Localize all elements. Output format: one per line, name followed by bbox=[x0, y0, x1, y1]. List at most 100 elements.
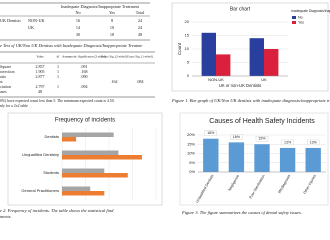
y-tick-label: 10 bbox=[185, 46, 190, 51]
chart-title: Causes of Health Safety Incidents bbox=[209, 118, 315, 125]
bar bbox=[62, 173, 128, 178]
row-label: UK bbox=[28, 25, 34, 30]
cell: 1 bbox=[57, 74, 59, 79]
bar bbox=[228, 142, 245, 172]
bar bbox=[62, 137, 77, 142]
row-label: NON-UK bbox=[28, 18, 45, 23]
bar bbox=[62, 132, 114, 137]
row-group: UK Dentists bbox=[0, 18, 21, 23]
bar bbox=[62, 191, 105, 196]
cell: 48 bbox=[38, 89, 42, 94]
bar bbox=[249, 38, 264, 76]
y-tick-label: 20 bbox=[185, 19, 190, 24]
y-tick-label: 5 bbox=[187, 60, 190, 65]
column-header: No bbox=[75, 10, 80, 15]
document: Inadequate Diagnosis/Inappropriate Treat… bbox=[0, 2, 330, 219]
y-tick-label: Dentists bbox=[45, 134, 59, 139]
note: nly for a 2x2 table bbox=[0, 104, 28, 108]
x-tick-label: NON-UK bbox=[208, 77, 224, 82]
bar bbox=[279, 147, 296, 172]
x-tick-label: UK bbox=[261, 77, 267, 82]
row-label: Square bbox=[0, 64, 11, 69]
x-axis-label: UK or non-UK Dentists bbox=[219, 83, 261, 88]
cell: 10 bbox=[110, 25, 114, 30]
chart-title: Bar chart bbox=[230, 6, 251, 12]
bar bbox=[201, 32, 216, 76]
legend-swatch bbox=[292, 21, 296, 24]
caption: e 2. Frequency of incidents. The table s… bbox=[0, 208, 114, 213]
row-label: ases bbox=[0, 89, 7, 94]
cell: 18 bbox=[110, 32, 114, 37]
bar bbox=[62, 168, 105, 173]
caption: Figure 1. Bar graph of UK/Non UK dentist… bbox=[171, 98, 330, 103]
legend-title: Inadequate Diagnosis/Inappropriate Treat… bbox=[291, 9, 330, 13]
cell: 16 bbox=[76, 18, 80, 23]
table-header: Inadequate Diagnosis/Inappropriate Treat… bbox=[61, 4, 140, 9]
caption: Figure 3. The figure summarizes the caus… bbox=[181, 210, 302, 215]
column-header: Total bbox=[136, 10, 145, 15]
page: Inadequate Diagnosis/Inappropriate Treat… bbox=[0, 2, 330, 220]
y-tick-label: 0 bbox=[187, 73, 190, 78]
row-label: atio bbox=[0, 74, 6, 79]
y-tick-label: 20% bbox=[187, 132, 195, 137]
y-tick-label: 10% bbox=[187, 151, 195, 156]
y-tick-label: General Practitioners bbox=[21, 188, 59, 193]
cell: 14 bbox=[76, 25, 81, 30]
label-box bbox=[230, 134, 243, 140]
chart-title: Frequency of incidents bbox=[55, 118, 115, 124]
cell: 1 bbox=[57, 69, 59, 74]
cell: 48 bbox=[138, 32, 142, 37]
label-box bbox=[204, 130, 217, 136]
cell: 30 bbox=[76, 32, 80, 37]
bar bbox=[62, 186, 91, 191]
bar bbox=[216, 54, 231, 76]
column-header: Exact Sig. (1-sided) bbox=[127, 55, 152, 59]
cell: 24 bbox=[138, 25, 143, 30]
bar bbox=[62, 150, 119, 155]
cell: 1 bbox=[57, 84, 59, 89]
column-header: Asymptotic Significance (2-sided) bbox=[62, 55, 106, 59]
column-header: df bbox=[57, 55, 61, 59]
cell: .090 bbox=[81, 74, 88, 79]
y-axis-label: Count bbox=[177, 42, 182, 55]
label-box bbox=[307, 139, 320, 146]
cell: 1.905 bbox=[36, 69, 45, 74]
legend-swatch bbox=[292, 16, 296, 19]
legend-label: No bbox=[298, 15, 303, 19]
cell: 2.797 bbox=[36, 84, 45, 89]
cell: 2.877 bbox=[36, 74, 45, 79]
y-tick-label: 5% bbox=[189, 160, 195, 165]
column-header: Yes bbox=[109, 10, 115, 15]
cell: .168 bbox=[81, 69, 88, 74]
value-label: 15% bbox=[258, 137, 266, 141]
cell: 24 bbox=[138, 18, 143, 23]
caption: ments. bbox=[0, 214, 12, 219]
cell: .091 bbox=[81, 64, 88, 69]
cell: .084 bbox=[137, 79, 144, 84]
row-label: ciation bbox=[0, 84, 11, 89]
y-tick-label: Students bbox=[43, 170, 59, 175]
legend-label: Yes bbox=[298, 20, 304, 24]
bar bbox=[203, 138, 219, 172]
value-label: 16% bbox=[233, 135, 241, 139]
y-tick-label: 0% bbox=[189, 169, 195, 174]
bar bbox=[254, 144, 270, 172]
value-label: 13% bbox=[310, 140, 318, 144]
y-tick-label: 15 bbox=[185, 33, 190, 38]
note: 0%) have expected count less than 5. The… bbox=[0, 99, 115, 103]
y-tick-label: 15% bbox=[187, 141, 195, 146]
label-box bbox=[255, 136, 269, 142]
cell: 2.857 bbox=[36, 64, 45, 69]
cell: 8 bbox=[111, 18, 113, 23]
column-header: Value bbox=[36, 55, 44, 59]
row-label: orrection bbox=[0, 69, 14, 74]
bar bbox=[264, 49, 279, 76]
label-box bbox=[281, 139, 294, 146]
cell: .164 bbox=[111, 79, 118, 84]
row-label: st bbox=[0, 79, 4, 84]
bar bbox=[305, 147, 321, 172]
caption: e Test of UK/Non UK Dentists with Inadeq… bbox=[0, 43, 142, 48]
value-label: 18% bbox=[207, 131, 215, 135]
bar bbox=[62, 155, 142, 160]
value-label: 13% bbox=[284, 140, 292, 144]
